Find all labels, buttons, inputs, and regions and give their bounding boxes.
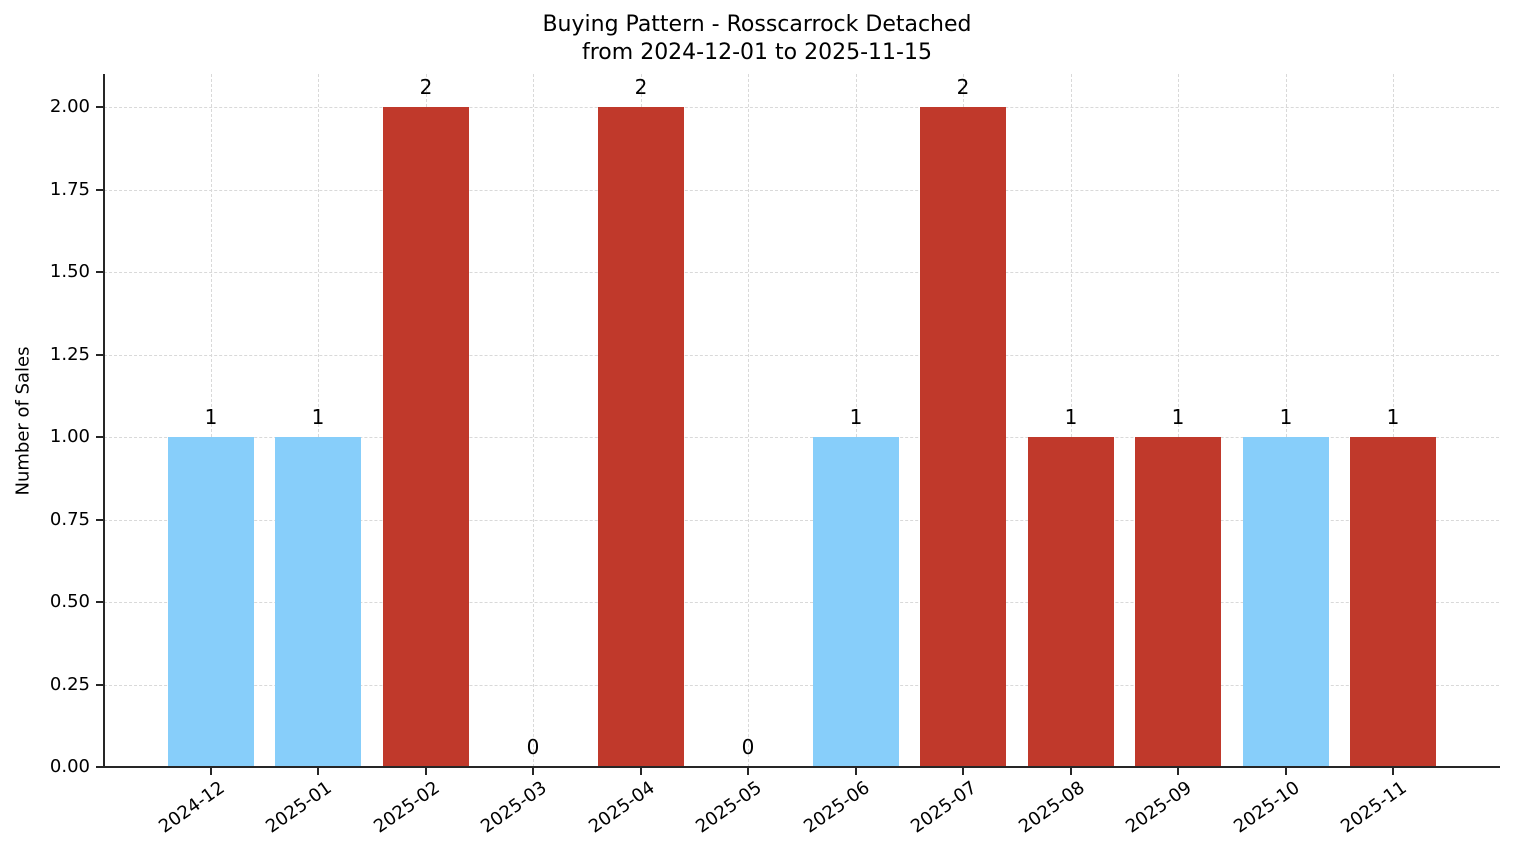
bar-value-label: 2 <box>956 75 970 99</box>
x-tick-label: 2025-08 <box>1014 777 1089 838</box>
x-tick <box>317 768 319 775</box>
bar-value-label: 1 <box>1279 405 1293 429</box>
x-tick <box>1392 768 1394 775</box>
x-tick <box>210 768 212 775</box>
bar-2025-10[interactable] <box>1243 437 1329 767</box>
bar-2025-07[interactable] <box>920 107 1006 767</box>
y-tick-label: 1.75 <box>49 179 90 200</box>
x-tick-label: 2024-12 <box>154 777 229 838</box>
vertical-gridline <box>318 74 319 767</box>
bar-value-label: 1 <box>849 405 863 429</box>
bar-2025-04[interactable] <box>598 107 684 767</box>
x-tick <box>1285 768 1287 775</box>
bar-2025-01[interactable] <box>275 437 361 767</box>
y-tick <box>96 271 103 273</box>
horizontal-gridline <box>104 107 1499 108</box>
x-tick <box>640 768 642 775</box>
y-tick-label: 0.25 <box>49 674 90 695</box>
x-tick <box>855 768 857 775</box>
vertical-gridline <box>1178 74 1179 767</box>
vertical-gridline <box>1071 74 1072 767</box>
bar-2025-06[interactable] <box>813 437 899 767</box>
chart-title: Buying Pattern - Rosscarrock Detached <box>542 12 972 37</box>
y-tick-label: 0.75 <box>49 509 90 530</box>
y-tick-label: 1.00 <box>49 426 90 447</box>
x-tick <box>962 768 964 775</box>
bar-value-label: 2 <box>634 75 648 99</box>
x-tick-label: 2025-11 <box>1336 777 1411 838</box>
chart-subtitle: from 2024-12-01 to 2025-11-15 <box>582 40 932 65</box>
vertical-gridline <box>533 74 534 767</box>
vertical-gridline <box>748 74 749 767</box>
x-tick-label: 2025-10 <box>1229 777 1304 838</box>
x-tick <box>425 768 427 775</box>
y-tick-label: 0.00 <box>49 756 90 777</box>
y-tick-label: 1.50 <box>49 261 90 282</box>
y-tick <box>96 189 103 191</box>
vertical-gridline <box>856 74 857 767</box>
y-axis-label: Number of Sales <box>12 346 34 496</box>
horizontal-gridline <box>104 355 1499 356</box>
vertical-gridline <box>1393 74 1394 767</box>
bar-value-label: 0 <box>741 735 755 759</box>
x-tick-label: 2025-07 <box>906 777 981 838</box>
bar-value-label: 2 <box>419 75 433 99</box>
x-axis-spine <box>103 766 1500 768</box>
bar-2025-11[interactable] <box>1350 437 1436 767</box>
x-tick <box>747 768 749 775</box>
x-tick-label: 2025-06 <box>799 777 874 838</box>
bar-value-label: 1 <box>204 405 218 429</box>
vertical-gridline <box>211 74 212 767</box>
x-tick <box>1070 768 1072 775</box>
y-tick-label: 0.50 <box>49 591 90 612</box>
x-tick-label: 2025-01 <box>261 777 336 838</box>
bar-value-label: 1 <box>1171 405 1185 429</box>
x-tick-label: 2025-03 <box>476 777 551 838</box>
y-tick <box>96 354 103 356</box>
horizontal-gridline <box>104 437 1499 438</box>
bar-2025-02[interactable] <box>383 107 469 767</box>
horizontal-gridline <box>104 272 1499 273</box>
y-tick <box>96 106 103 108</box>
x-tick-label: 2025-05 <box>691 777 766 838</box>
horizontal-gridline <box>104 190 1499 191</box>
vertical-gridline <box>1286 74 1287 767</box>
horizontal-gridline <box>104 520 1499 521</box>
bar-2024-12[interactable] <box>168 437 254 767</box>
x-tick-label: 2025-09 <box>1121 777 1196 838</box>
bar-value-label: 0 <box>526 735 540 759</box>
bar-value-label: 1 <box>311 405 325 429</box>
bar-value-label: 1 <box>1386 405 1400 429</box>
bar-2025-08[interactable] <box>1028 437 1114 767</box>
horizontal-gridline <box>104 685 1499 686</box>
bar-2025-09[interactable] <box>1135 437 1221 767</box>
y-tick <box>96 436 103 438</box>
x-tick-label: 2025-04 <box>584 777 659 838</box>
x-tick-label: 2025-02 <box>369 777 444 838</box>
x-tick <box>1177 768 1179 775</box>
y-tick <box>96 684 103 686</box>
y-tick <box>96 519 103 521</box>
horizontal-gridline <box>104 602 1499 603</box>
y-tick-label: 1.25 <box>49 344 90 365</box>
y-tick <box>96 601 103 603</box>
bar-value-label: 1 <box>1064 405 1078 429</box>
y-axis-spine <box>103 74 105 768</box>
y-tick <box>96 766 103 768</box>
y-tick-label: 2.00 <box>49 96 90 117</box>
x-tick <box>532 768 534 775</box>
